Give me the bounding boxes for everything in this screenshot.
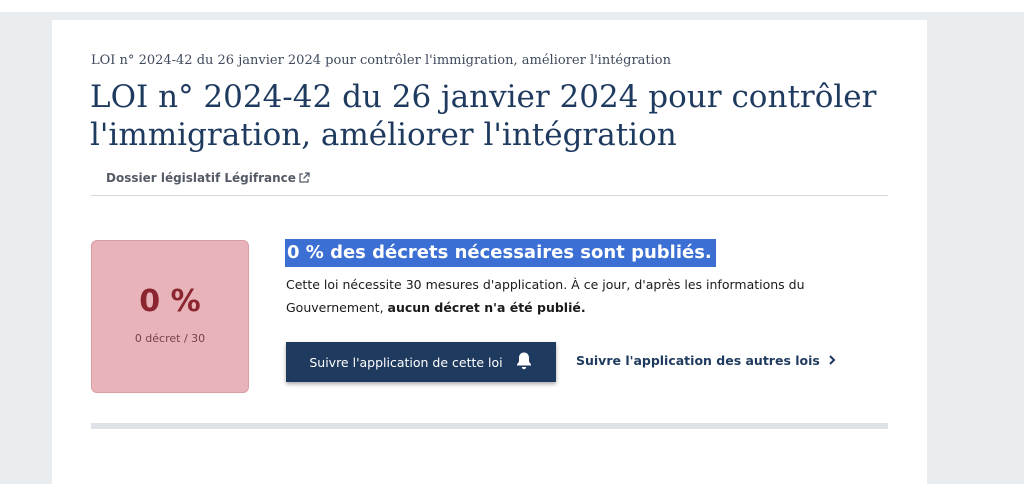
section-separator-bar xyxy=(91,423,888,429)
law-card: LOI n° 2024-42 du 26 janvier 2024 pour c… xyxy=(52,20,927,484)
description-text: Cette loi nécessite 30 mesures d'applica… xyxy=(286,277,805,315)
divider xyxy=(91,195,888,196)
dossier-link-label: Dossier législatif Légifrance xyxy=(106,171,296,185)
follow-law-label: Suivre l'application de cette loi xyxy=(309,354,503,370)
publication-headline: 0 % des décrets nécessaires sont publiés… xyxy=(285,239,716,267)
description-bold: aucun décret n'a été publié. xyxy=(387,300,586,315)
dossier-legifrance-link[interactable]: Dossier législatif Légifrance xyxy=(106,171,310,185)
publication-stat-box: 0 % 0 décret / 30 xyxy=(91,240,249,393)
external-link-icon xyxy=(298,172,310,184)
page-title: LOI n° 2024-42 du 26 janvier 2024 pour c… xyxy=(90,79,877,153)
stat-count: 0 décret / 30 xyxy=(134,332,206,345)
breadcrumb: LOI n° 2024-42 du 26 janvier 2024 pour c… xyxy=(91,53,671,68)
other-laws-link[interactable]: Suivre l'application des autres lois xyxy=(576,353,836,368)
stat-percent: 0 % xyxy=(139,284,201,319)
other-laws-label: Suivre l'application des autres lois xyxy=(576,353,820,368)
bell-icon xyxy=(515,351,533,374)
chevron-right-icon xyxy=(828,353,836,368)
publication-description: Cette loi nécessite 30 mesures d'applica… xyxy=(286,273,846,319)
follow-law-button[interactable]: Suivre l'application de cette loi xyxy=(286,342,556,382)
top-strip xyxy=(0,0,1024,12)
